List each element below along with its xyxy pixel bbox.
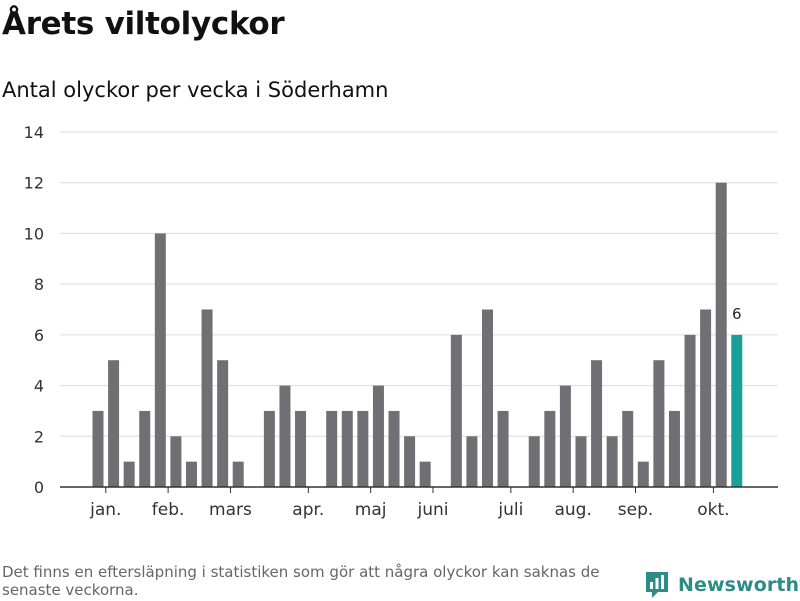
x-tick-label: juli [497,500,523,520]
bar-week-27 [482,309,493,487]
bar-week-32 [559,385,571,487]
bar-week-38 [653,360,665,487]
gridlines [60,131,778,437]
x-tick-label: okt. [697,500,729,520]
bar-week-14 [279,385,291,487]
bar-week-42 [715,182,727,487]
bar-week-34 [591,360,603,487]
bar-week-8 [185,461,197,487]
y-tick-label: 10 [24,224,44,243]
x-tick-label: feb. [152,500,185,520]
bar-week-6 [154,233,166,487]
bar-week-17 [326,410,338,487]
bar-week-30 [528,436,540,487]
bar-week-33 [575,436,587,487]
y-tick-label: 8 [34,275,44,294]
data-labels: 6 [732,305,742,323]
bar-week-35 [606,436,618,487]
bar-week-25 [450,334,462,487]
y-tick-label: 12 [24,174,44,193]
bar-latest-week [731,334,743,487]
bars [92,182,743,487]
footnote: Det finns en eftersläpning i statistiken… [2,563,600,599]
bar-week-3 [108,360,120,487]
x-tick-label: sep. [618,500,654,520]
bar-week-21 [388,410,400,487]
x-tick-label: jan. [89,500,121,520]
bar-week-23 [419,461,431,487]
x-tick-label: apr. [292,500,324,520]
bar-week-13 [263,410,275,487]
x-tick-label: mars [209,500,252,520]
bar-week-26 [466,436,478,487]
y-tick-label: 14 [24,123,44,142]
x-tick-label: maj [355,500,387,520]
y-tick-label: 2 [34,427,44,446]
bar-week-31 [544,410,556,487]
x-tick-label: aug. [554,500,591,520]
bar-week-15 [295,410,307,487]
bar-week-9 [201,309,213,487]
brand-logo[interactable]: Newsworthy [644,569,800,601]
bar-week-20 [372,385,384,487]
bar-week-28 [497,410,509,487]
bar-week-18 [341,410,353,487]
y-tick-label: 4 [34,377,44,396]
bar-week-39 [668,410,680,487]
bar-week-10 [217,360,229,487]
x-axis: jan. feb. mars apr. maj juni juli aug. sep. okt. [60,486,778,520]
bar-week-5 [139,410,151,487]
chart-subtitle: Antal olyckor per vecka i Söderhamn [2,78,389,102]
x-tick-label: juni [416,500,448,520]
bar-week-7 [170,436,182,487]
brand-name: Newsworthy [678,574,800,596]
latest-value-label: 6 [732,305,742,323]
bar-week-11 [232,461,244,487]
bar-week-40 [684,334,696,487]
bar-week-22 [404,436,416,487]
y-tick-label: 0 [34,478,44,497]
bar-week-19 [357,410,369,487]
bar-week-2 [92,410,104,487]
bar-week-36 [622,410,634,487]
newsworthy-logo-icon [646,572,668,598]
bar-week-41 [700,309,712,487]
bar-week-4 [123,461,135,487]
chart-title: Årets viltolyckor [2,6,285,42]
bar-week-37 [637,461,649,487]
bar-chart: 0 2 4 6 8 10 12 14 jan. feb. mars apr. maj juni juli a… [24,123,778,520]
y-tick-label: 6 [34,326,44,345]
y-axis-ticks: 0 2 4 6 8 10 12 14 [24,123,44,497]
